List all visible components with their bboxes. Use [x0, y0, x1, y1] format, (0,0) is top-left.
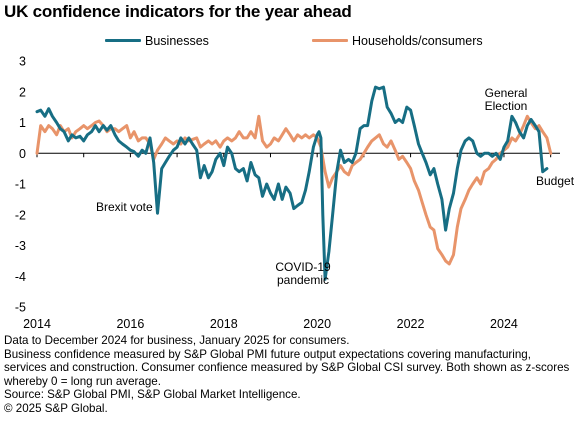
footnote-methodology: Business confidence measured by S&P Glob…: [4, 348, 576, 389]
y-tick-label: -1: [15, 178, 26, 192]
footnote-copyright: © 2025 S&P Global.: [4, 402, 576, 416]
y-tick-label: 0: [19, 147, 26, 161]
x-tick-label: 2020: [303, 317, 331, 331]
y-tick-label: -4: [15, 270, 26, 284]
y-tick-label: -5: [15, 301, 26, 315]
y-tick-label: 1: [19, 116, 26, 130]
annotation-budget: Budget: [536, 174, 575, 188]
y-tick-label: -3: [15, 239, 26, 253]
series-lines: [37, 87, 551, 279]
footnote-data-period: Data to December 2024 for business, Janu…: [4, 334, 576, 348]
x-tick-label: 2014: [23, 317, 51, 331]
y-tick-label: 3: [19, 55, 26, 69]
annotation-covid: pandemic: [277, 273, 329, 287]
series-line-households: [37, 116, 551, 264]
x-tick-label: 2016: [116, 317, 144, 331]
y-tick-label: -2: [15, 208, 26, 222]
annotation-general-election: Election: [485, 99, 528, 113]
x-tick-label: 2024: [490, 317, 518, 331]
annotation-brexit-vote: Brexit vote: [96, 200, 153, 214]
footnotes: Data to December 2024 for business, Janu…: [4, 334, 576, 416]
x-tick-label: 2018: [210, 317, 238, 331]
annotation-covid: COVID-19: [275, 260, 331, 274]
y-axis-labels: 3 2 1 0 -1 -2 -3 -4 -5: [15, 55, 26, 315]
x-tick-label: 2022: [397, 317, 425, 331]
series-line-businesses: [37, 87, 547, 279]
annotation-general-election: General: [485, 86, 528, 100]
y-tick-label: 2: [19, 85, 26, 99]
footnote-source: Source: S&P Global PMI, S&P Global Marke…: [4, 388, 576, 402]
